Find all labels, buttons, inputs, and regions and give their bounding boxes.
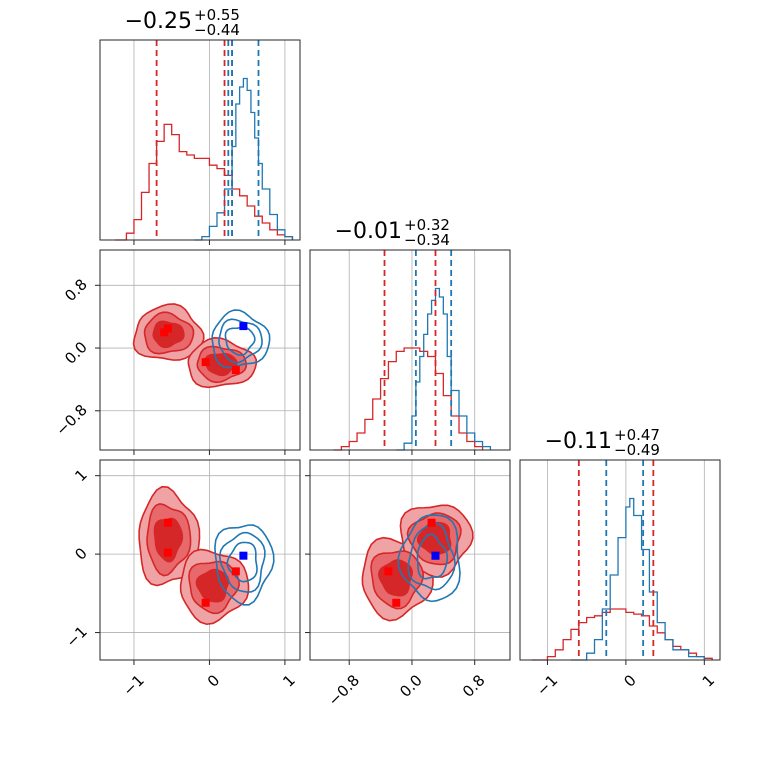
y-tick-label: 1 — [71, 466, 90, 485]
histogram-panel-3 — [519, 459, 721, 665]
blue-contour-level-1 — [211, 309, 271, 369]
panel-title-plus: +0.47 — [614, 426, 660, 444]
panel-title-minus: −0.44 — [194, 21, 240, 39]
panel-title-plus: +0.32 — [404, 216, 450, 234]
y-tick-label: 0.0 — [61, 338, 91, 368]
panel-frame — [99, 459, 301, 661]
blue-contour-level-3 — [226, 541, 258, 583]
panel-title-value: −0.01 — [335, 219, 402, 244]
histogram-red-series — [115, 123, 294, 241]
y-tick-label: −1 — [62, 623, 90, 651]
red-contour-level-3 — [195, 568, 230, 603]
panel-title-value: −0.11 — [545, 429, 612, 454]
histogram-red-series — [333, 347, 484, 451]
x-tick-label: 0.0 — [396, 671, 426, 701]
x-tick-label: 0 — [204, 671, 223, 690]
histogram-panel-2 — [309, 249, 511, 455]
red-contour-level-3 — [153, 517, 184, 563]
x-tick-label: 0 — [620, 671, 639, 690]
red-marker — [231, 366, 240, 374]
scatter-panel-3 — [305, 459, 511, 665]
panel-title-minus: −0.34 — [404, 231, 450, 249]
x-tick-label: −1 — [119, 671, 147, 699]
red-marker — [201, 598, 210, 607]
red-marker — [163, 518, 172, 527]
red-marker — [163, 548, 172, 557]
blue-contour-level-3 — [416, 533, 449, 580]
y-tick-label: 0 — [71, 544, 90, 563]
blue-marker — [431, 551, 440, 560]
blue-marker — [239, 551, 248, 560]
red-contour-level-3 — [152, 320, 185, 349]
x-tick-label: 1 — [279, 671, 298, 690]
histogram-panel-1 — [99, 39, 301, 245]
blue-contour-level-1 — [214, 524, 275, 606]
blue-marker — [239, 322, 248, 331]
y-tick-label: −0.8 — [52, 401, 90, 439]
blue-contour-level-2 — [218, 531, 266, 593]
histogram-blue-series — [194, 77, 294, 241]
histogram-blue-series — [570, 497, 705, 661]
panel-title-plus: +0.55 — [194, 6, 240, 24]
histogram-red-series — [531, 608, 713, 661]
x-tick-label: 0.8 — [459, 671, 489, 701]
panel-title-value: −0.25 — [125, 9, 192, 34]
y-tick-label: 0.8 — [61, 275, 91, 305]
red-marker — [163, 324, 172, 333]
panel-frame — [519, 459, 721, 661]
x-tick-label: −1 — [533, 671, 561, 699]
red-marker — [392, 598, 401, 607]
panel-frame — [309, 249, 511, 451]
blue-contour-level-1 — [397, 514, 461, 603]
panel-title-minus: −0.49 — [614, 441, 660, 459]
red-marker — [427, 518, 436, 527]
red-marker — [384, 567, 393, 576]
panel-frame — [309, 459, 511, 661]
scatter-panel-2 — [95, 459, 301, 665]
panel-frame — [99, 39, 301, 241]
x-tick-label: 1 — [699, 671, 718, 690]
red-marker — [231, 567, 240, 576]
scatter-panel-1 — [95, 249, 301, 455]
x-tick-label: −0.8 — [325, 671, 363, 709]
blue-contour-level-2 — [218, 318, 263, 364]
histogram-blue-series — [396, 287, 492, 451]
red-marker — [201, 358, 210, 367]
blue-contour-level-2 — [407, 522, 456, 591]
panel-frame — [99, 249, 301, 451]
